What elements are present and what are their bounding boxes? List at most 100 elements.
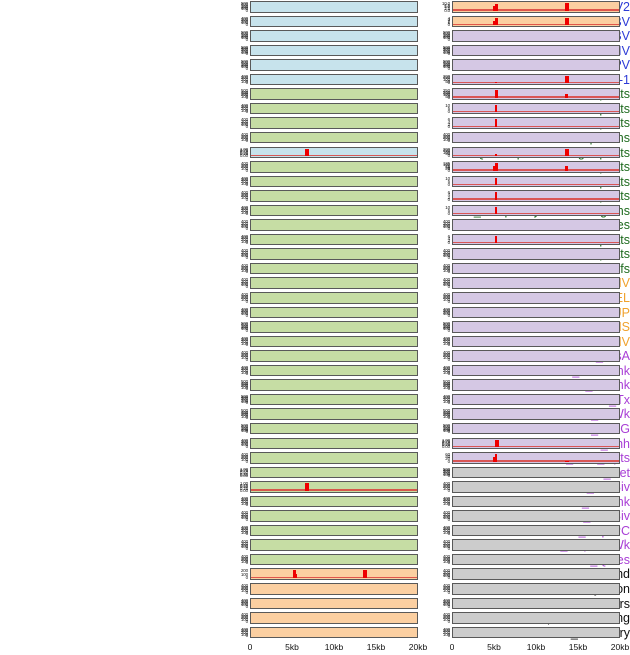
left-plot-area[interactable] — [250, 495, 418, 508]
left-plot-area[interactable] — [250, 219, 418, 231]
right-y-axis: 250 200 150 100 50 0 — [430, 87, 451, 102]
right-plot-area[interactable] — [452, 131, 620, 144]
y-tick-label: 100 — [442, 384, 450, 390]
right-plot-area[interactable] — [452, 568, 620, 580]
right-plot-area[interactable] — [452, 292, 620, 304]
left-plot-area[interactable] — [250, 379, 418, 391]
left-plot-area[interactable] — [250, 364, 418, 377]
left-plot-area[interactable] — [250, 408, 418, 420]
left-plot-area[interactable] — [250, 30, 418, 42]
left-plot-area[interactable] — [250, 88, 418, 100]
right-plot-area[interactable] — [452, 233, 620, 246]
right-plot-area[interactable] — [452, 553, 620, 566]
right-plot-area[interactable] — [452, 15, 620, 28]
right-plot-area[interactable] — [452, 364, 620, 377]
right-plot-area[interactable] — [452, 583, 620, 595]
right-plot-area[interactable] — [452, 306, 620, 319]
left-plot-area[interactable] — [250, 175, 418, 188]
right-plot-area[interactable] — [452, 510, 620, 522]
right-plot-area[interactable] — [452, 88, 620, 100]
right-plot-area[interactable] — [452, 524, 620, 537]
y-tick-label: 100 — [442, 486, 450, 491]
left-plot-area[interactable] — [250, 233, 418, 246]
left-plot-area[interactable] — [250, 262, 418, 275]
left-panel-track: 400 300 200 100 0 — [228, 437, 418, 452]
left-plot-area[interactable] — [250, 277, 418, 289]
left-plot-area[interactable] — [250, 393, 418, 406]
left-plot-area[interactable] — [250, 161, 418, 173]
right-plot-area[interactable] — [452, 204, 620, 217]
right-plot-area[interactable] — [452, 612, 620, 624]
left-plot-area[interactable] — [250, 190, 418, 202]
left-plot-area[interactable] — [250, 524, 418, 537]
right-plot-area[interactable] — [452, 277, 620, 289]
left-plot-area[interactable] — [250, 452, 418, 464]
right-plot-area[interactable] — [452, 626, 620, 639]
left-plot-area[interactable] — [250, 292, 418, 304]
right-plot-area[interactable] — [452, 146, 620, 159]
y-tick-label: 300 — [442, 323, 450, 329]
left-plot-area[interactable] — [250, 437, 418, 450]
right-plot-area[interactable] — [452, 495, 620, 508]
left-plot-area[interactable] — [250, 568, 418, 580]
y-tick-label: 100 — [240, 442, 248, 448]
right-plot-area[interactable] — [452, 248, 620, 260]
y-tick-label: 400 — [442, 612, 450, 617]
left-plot-area[interactable] — [250, 481, 418, 493]
y-tick-label: 200 — [240, 266, 248, 272]
y-tick-label: 300 — [240, 91, 248, 96]
right-plot-area[interactable] — [452, 379, 620, 391]
right-plot-area[interactable] — [452, 452, 620, 464]
right-plot-area[interactable] — [452, 597, 620, 610]
right-plot-area[interactable] — [452, 161, 620, 173]
right-plot-area[interactable] — [452, 102, 620, 115]
right-plot-area[interactable] — [452, 350, 620, 362]
right-plot-area[interactable] — [452, 190, 620, 202]
left-plot-area[interactable] — [250, 335, 418, 348]
right-plot-area[interactable] — [452, 466, 620, 479]
left-plot-area[interactable] — [250, 539, 418, 551]
right-plot-area[interactable] — [452, 30, 620, 42]
left-plot-area[interactable] — [250, 131, 418, 144]
left-plot-area[interactable] — [250, 1, 418, 13]
right-plot-area[interactable] — [452, 175, 620, 188]
right-plot-area[interactable] — [452, 422, 620, 435]
left-plot-area[interactable] — [250, 553, 418, 566]
left-plot-area[interactable] — [250, 117, 418, 129]
right-plot-area[interactable] — [452, 59, 620, 71]
left-plot-area[interactable] — [250, 146, 418, 159]
left-plot-area[interactable] — [250, 422, 418, 435]
y-tick-label: 300 — [240, 308, 248, 314]
left-plot-area[interactable] — [250, 44, 418, 57]
left-panel-track: 400 300 200 100 0 — [228, 262, 418, 277]
left-plot-area[interactable] — [250, 612, 418, 624]
left-plot-area[interactable] — [250, 466, 418, 479]
left-plot-area[interactable] — [250, 15, 418, 28]
right-plot-area[interactable] — [452, 408, 620, 420]
right-plot-area[interactable] — [452, 73, 620, 86]
left-plot-area[interactable] — [250, 583, 418, 595]
left-plot-area[interactable] — [250, 204, 418, 217]
left-plot-area[interactable] — [250, 350, 418, 362]
right-plot-area[interactable] — [452, 437, 620, 450]
left-plot-area[interactable] — [250, 73, 418, 86]
right-plot-area[interactable] — [452, 219, 620, 231]
y-tick-label: 100 — [240, 6, 248, 12]
left-plot-area[interactable] — [250, 306, 418, 319]
left-plot-area[interactable] — [250, 321, 418, 333]
right-plot-area[interactable] — [452, 262, 620, 275]
right-plot-area[interactable] — [452, 321, 620, 333]
right-plot-area[interactable] — [452, 117, 620, 129]
right-plot-area[interactable] — [452, 44, 620, 57]
left-plot-area[interactable] — [250, 102, 418, 115]
right-plot-area[interactable] — [452, 539, 620, 551]
left-plot-area[interactable] — [250, 59, 418, 71]
left-plot-area[interactable] — [250, 626, 418, 639]
right-plot-area[interactable] — [452, 335, 620, 348]
left-plot-area[interactable] — [250, 510, 418, 522]
right-plot-area[interactable] — [452, 393, 620, 406]
left-plot-area[interactable] — [250, 248, 418, 260]
left-plot-area[interactable] — [250, 597, 418, 610]
right-plot-area[interactable] — [452, 481, 620, 493]
right-plot-area[interactable] — [452, 1, 620, 13]
